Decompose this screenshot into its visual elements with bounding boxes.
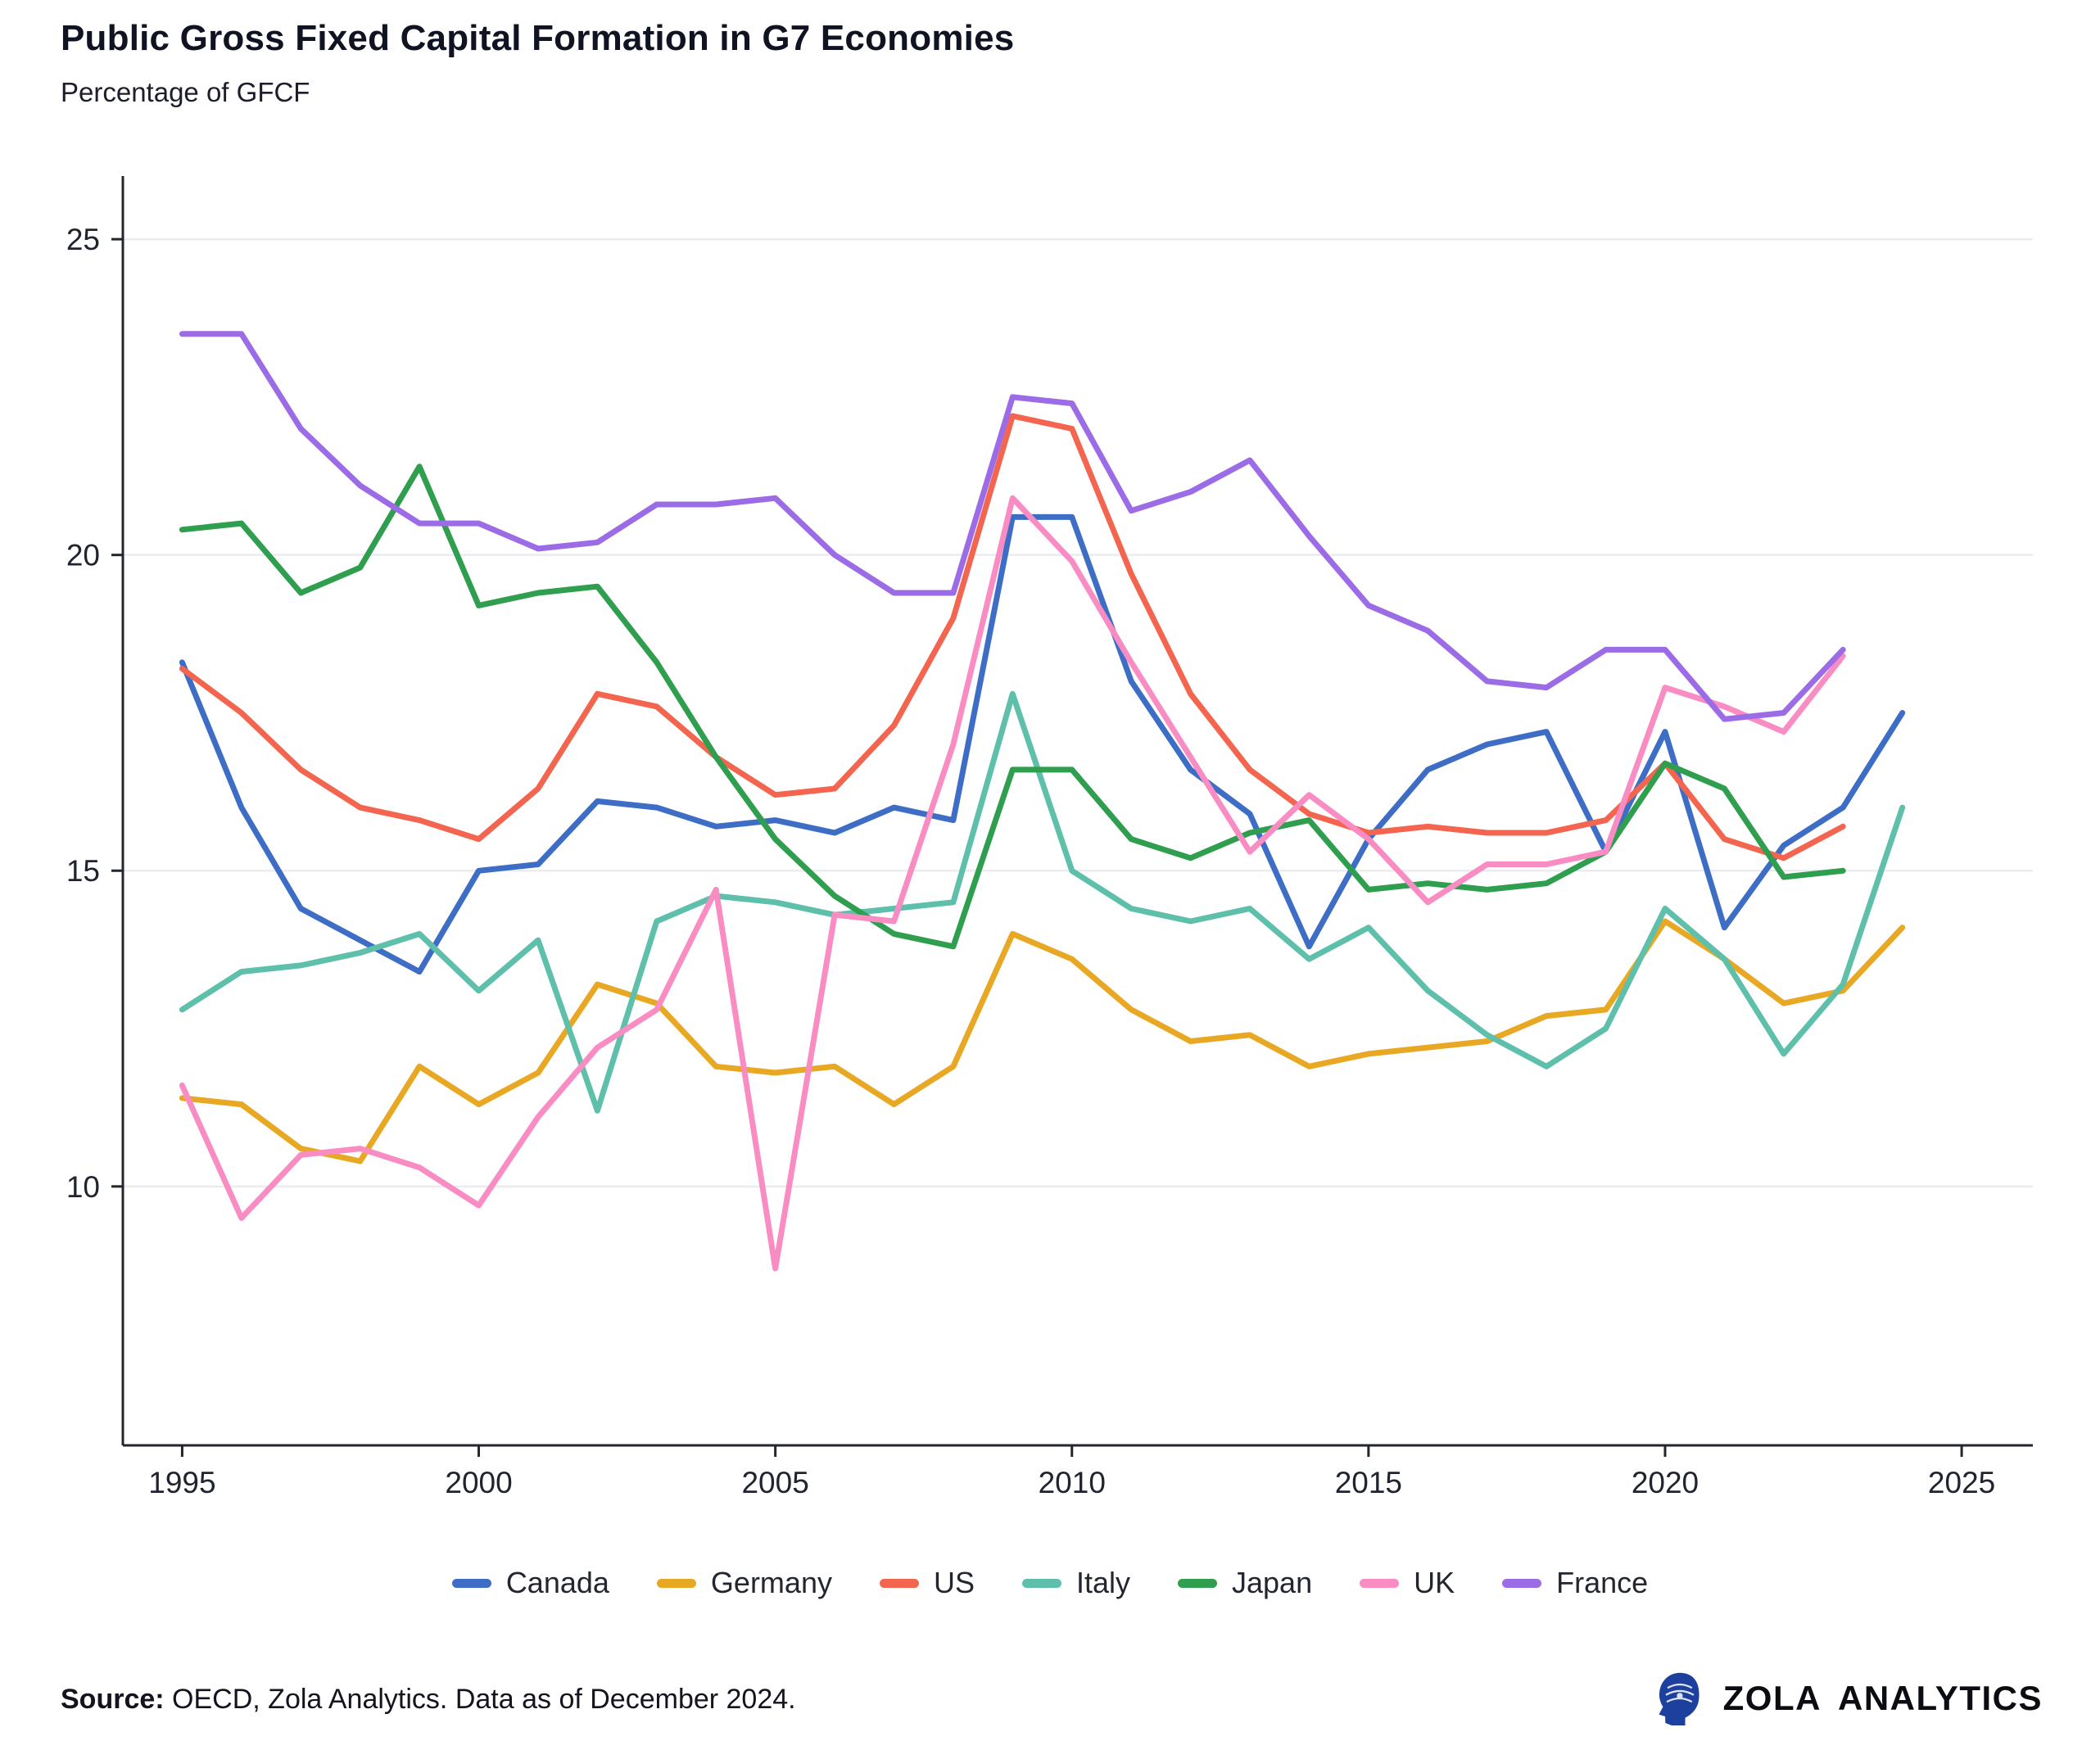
legend-label: Italy [1075, 1566, 1131, 1599]
series-line-japan [179, 463, 1846, 950]
series-line-uk [179, 495, 1846, 1272]
series-line-us [179, 413, 1846, 861]
legend-item-uk: UK [1360, 1566, 1455, 1600]
zola-logo-icon [1659, 1672, 1699, 1725]
legend-label: Canada [505, 1566, 609, 1599]
source-text: OECD, Zola Analytics. Data as of Decembe… [172, 1684, 796, 1715]
legend-item-france: France [1502, 1566, 1648, 1600]
series-line-italy [179, 690, 1906, 1114]
y-tick-label: 25 [66, 223, 100, 256]
legend-swatch [1021, 1578, 1061, 1588]
x-tick-label: 2015 [1335, 1466, 1402, 1499]
x-tick-label: 2025 [1928, 1466, 1995, 1499]
source-label: Source: [61, 1684, 165, 1715]
chart-title: Public Gross Fixed Capital Formation in … [61, 18, 1015, 58]
series-line-germany [179, 918, 1906, 1164]
y-tick-label: 20 [66, 539, 100, 572]
legend-swatch [656, 1578, 696, 1588]
chart-subtitle: Percentage of GFCF [61, 77, 310, 107]
legend-item-germany: Germany [656, 1566, 832, 1600]
y-tick-label: 10 [66, 1170, 100, 1204]
legend-label: UK [1414, 1566, 1455, 1599]
legend-swatch [1178, 1578, 1218, 1588]
legend-item-japan: Japan [1178, 1566, 1312, 1600]
legend-swatch [879, 1578, 919, 1588]
chart-header: Public Gross Fixed Capital Formation in … [61, 18, 1014, 108]
legend-label: US [933, 1566, 975, 1599]
chart-legend: Canada Germany US Italy Japan UK France [0, 1566, 2100, 1600]
series-line-france [179, 331, 1846, 722]
brand: ZOLA ANALYTICS [1653, 1671, 2043, 1726]
legend-label: France [1556, 1566, 1649, 1599]
legend-item-us: US [879, 1566, 975, 1600]
x-tick-label: 2005 [741, 1466, 808, 1499]
legend-swatch [1360, 1578, 1400, 1588]
legend-label: Germany [710, 1566, 832, 1599]
source-note: Source: OECD, Zola Analytics. Data as of… [61, 1684, 796, 1716]
legend-swatch [451, 1578, 491, 1588]
legend-label: Japan [1232, 1566, 1313, 1599]
x-tick-label: 2010 [1039, 1466, 1106, 1499]
y-tick-label: 15 [66, 854, 100, 888]
x-tick-label: 2020 [1632, 1466, 1699, 1499]
legend-item-italy: Italy [1021, 1566, 1131, 1600]
x-tick-label: 1995 [148, 1466, 215, 1499]
brand-name: ZOLA ANALYTICS [1722, 1679, 2043, 1717]
x-tick-label: 2000 [445, 1466, 512, 1499]
legend-item-canada: Canada [451, 1566, 609, 1600]
legend-swatch [1502, 1578, 1542, 1588]
